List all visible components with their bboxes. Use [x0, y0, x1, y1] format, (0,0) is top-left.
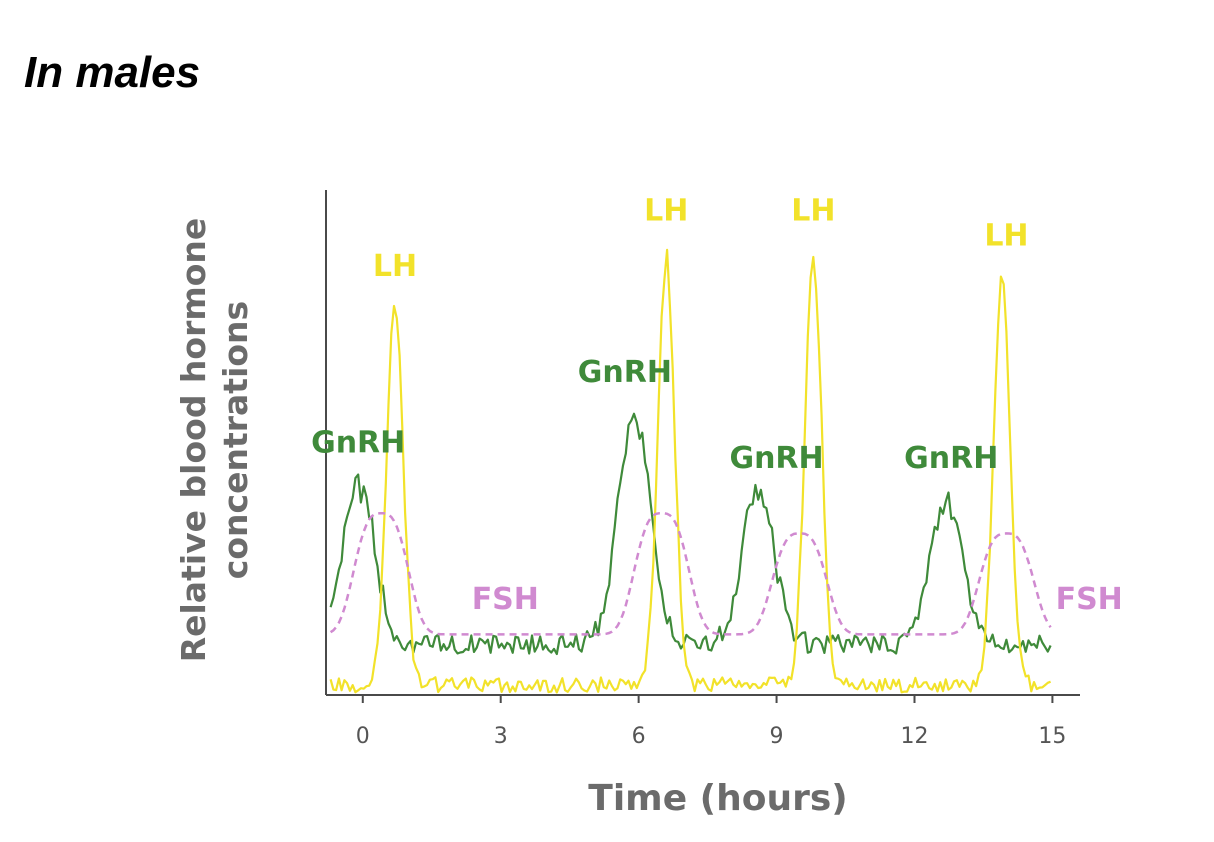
x-tick-label: 12: [900, 724, 928, 749]
x-tick-label: 6: [632, 724, 646, 749]
series-annotation-lh: LH: [984, 219, 1028, 254]
y-axis-label-line-2: concentrations: [216, 301, 255, 579]
series-annotation-gnrh: GnRH: [578, 355, 672, 390]
y-axis-label: Relative blood hormone concentrations: [174, 218, 255, 663]
series-annotation-gnrh: GnRH: [729, 441, 823, 476]
chart-axes: [325, 190, 1080, 696]
page-title: In males: [24, 48, 201, 97]
x-axis-label: Time (hours): [588, 778, 847, 819]
series-line-lh: [329, 248, 1052, 694]
series-annotation-fsh: FSH: [1056, 582, 1123, 617]
series-annotation-lh: LH: [791, 193, 835, 228]
series-layer: [329, 248, 1052, 694]
x-tick-label: 0: [356, 724, 370, 749]
x-tick-group: 0 3 6 9 12 15: [356, 695, 1066, 749]
series-annotation-gnrh: GnRH: [904, 441, 998, 476]
annotation-group: GnRH GnRH GnRH GnRH LH LH LH LH FSH FSH: [311, 193, 1123, 617]
series-annotation-fsh: FSH: [472, 582, 539, 617]
series-annotation-lh: LH: [644, 193, 688, 228]
series-annotation-gnrh: GnRH: [311, 426, 405, 461]
x-tick-label: 9: [770, 724, 784, 749]
series-annotation-lh: LH: [373, 249, 417, 284]
series-line-gnrh: [329, 412, 1052, 656]
x-tick-label: 15: [1038, 724, 1066, 749]
y-axis-label-line-1: Relative blood hormone: [174, 218, 213, 663]
series-line-fsh: [329, 511, 1052, 636]
x-tick-label: 3: [494, 724, 508, 749]
